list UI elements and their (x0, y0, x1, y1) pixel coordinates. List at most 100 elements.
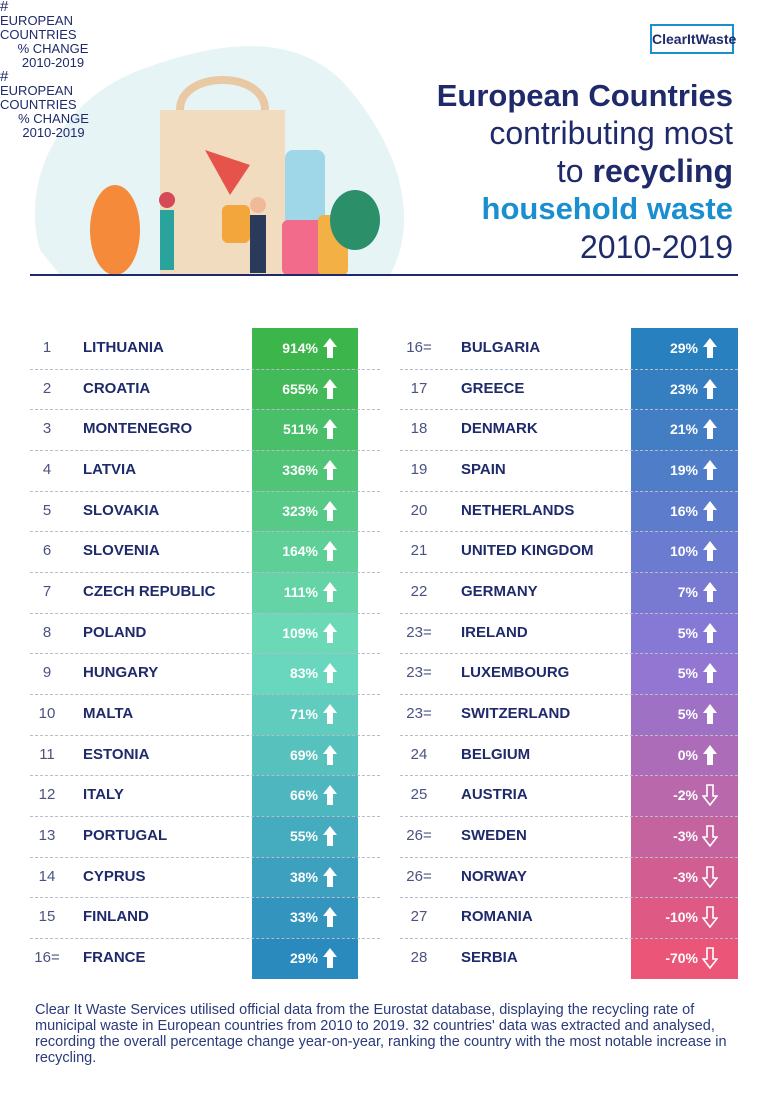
row-separator (400, 409, 738, 411)
change-bg (631, 490, 738, 532)
change: -70% (665, 950, 698, 967)
rank: 20 (410, 501, 428, 519)
change-bg (252, 653, 358, 695)
change: 7% (677, 584, 698, 601)
change-bg (252, 612, 358, 654)
rank: 19 (410, 461, 428, 478)
change: 55% (289, 828, 318, 845)
country: SLOVENIA (83, 542, 160, 560)
change: 5% (677, 665, 698, 682)
arrow-up (323, 541, 337, 562)
change: 5% (677, 624, 698, 641)
arrow-up (703, 460, 717, 480)
change: -3% (673, 868, 698, 885)
header-rank: # (0, 68, 9, 85)
rank: 8 (42, 623, 52, 641)
country: IRELAND (461, 623, 528, 641)
row-separator (400, 856, 738, 858)
arrow-up (703, 744, 717, 765)
change-bg (252, 938, 358, 980)
change-bg (252, 572, 358, 614)
rank: 25 (410, 786, 428, 804)
change: 914% (282, 340, 318, 356)
row-separator (30, 734, 380, 736)
row-separator (30, 856, 380, 858)
change-bg (631, 612, 738, 654)
row-separator (400, 816, 738, 818)
arrow-down (702, 947, 718, 970)
change: 29% (289, 950, 318, 967)
change-bg (631, 572, 738, 614)
country: MONTENEGRO (83, 420, 193, 438)
arrow-down (702, 906, 718, 929)
change: -10% (665, 909, 698, 926)
rank: 26= (406, 867, 432, 885)
change-bg (631, 816, 738, 858)
arrow-up (323, 948, 337, 969)
row-separator (400, 653, 738, 655)
arrow-up (703, 500, 717, 521)
change-bg (252, 734, 358, 776)
change-bg (631, 856, 738, 898)
country: UNITED KINGDOM (461, 542, 594, 560)
change-bg (252, 409, 358, 451)
arrow-up (323, 582, 337, 603)
title-line: 2010-2019 (579, 229, 733, 265)
arrow-up (323, 704, 337, 725)
change-bg (252, 450, 358, 492)
rank: 2 (42, 379, 52, 397)
row-separator (30, 897, 380, 899)
country: FINLAND (83, 908, 149, 926)
row-separator (400, 490, 738, 492)
change-bg (252, 531, 358, 573)
rank: 12 (38, 786, 56, 804)
arrow-up (323, 460, 337, 480)
country: SERBIA (461, 949, 518, 967)
arrow-up (323, 907, 337, 928)
rank: 6 (42, 542, 52, 560)
title-line: household waste (481, 191, 733, 226)
row-separator (30, 572, 380, 574)
rank: 16= (34, 949, 60, 967)
change: 336% (282, 462, 318, 478)
arrow-up (323, 866, 337, 887)
change: 66% (289, 787, 318, 804)
change: 655% (282, 380, 318, 397)
rank: 23= (406, 664, 432, 682)
row-separator (400, 572, 738, 574)
change: 33% (289, 909, 318, 926)
country: ESTONIA (83, 745, 150, 763)
change-bg (252, 328, 358, 370)
rank: 23= (406, 705, 432, 723)
rank: 27 (410, 908, 428, 926)
change: -3% (673, 828, 698, 845)
change-bg (631, 694, 738, 736)
change: 511% (282, 421, 318, 438)
title-line: contributing most (489, 115, 733, 151)
row-separator (30, 450, 380, 451)
change-bg (631, 775, 738, 817)
row-separator (400, 368, 738, 370)
arrow-down (702, 825, 718, 848)
change: 69% (289, 746, 318, 763)
change-bg (631, 938, 738, 980)
arrow-up (323, 419, 337, 440)
country: SPAIN (461, 461, 506, 478)
row-separator (30, 368, 380, 370)
row-separator (30, 775, 380, 777)
arrow-up (323, 338, 337, 358)
arrow-up (703, 338, 717, 358)
row-separator (30, 938, 380, 940)
rank: 7 (42, 583, 52, 601)
change-bg (631, 328, 738, 370)
change: 111% (283, 584, 318, 601)
row-separator (400, 450, 738, 451)
arrow-down (702, 865, 718, 888)
arrow-up (323, 826, 337, 847)
change: 164% (282, 543, 318, 560)
country: MALTA (83, 705, 134, 723)
country: SWITZERLAND (461, 705, 571, 723)
row-separator (30, 409, 380, 411)
change-bg (631, 734, 738, 776)
country: SWEDEN (461, 827, 527, 845)
